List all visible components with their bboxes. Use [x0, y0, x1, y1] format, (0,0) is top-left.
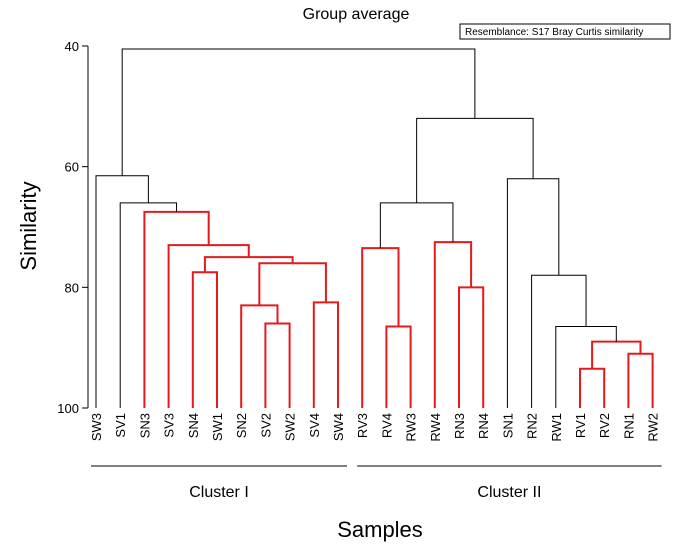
leaf-label: RV4 [379, 413, 394, 438]
dendrogram-link [95, 175, 149, 408]
leaf-label: SN4 [186, 413, 201, 438]
y-tick-label: 80 [65, 280, 79, 295]
y-tick-label: 60 [65, 160, 79, 175]
y-axis-title: Similarity [16, 181, 41, 270]
chart-title: Group average [303, 6, 410, 23]
dendrogram-link [531, 274, 587, 408]
dendrogram-link [258, 262, 327, 306]
leaf-label: SW3 [89, 413, 104, 441]
leaf-label: SV3 [162, 413, 177, 438]
leaf-label: SN1 [500, 413, 515, 438]
dendrogram-link [143, 210, 210, 408]
y-tick-label: 40 [65, 39, 79, 54]
leaf-label: RW3 [404, 413, 419, 442]
leaf-label: RN3 [452, 413, 467, 439]
annotation-box: Resemblance: S17 Bray Curtis similarity [459, 23, 671, 40]
leaf-label: RN1 [621, 413, 636, 439]
leaf-label: SW2 [283, 413, 298, 441]
dendrogram-link [416, 117, 534, 203]
dendrogram-link [312, 301, 339, 408]
dendrogram-link [167, 244, 250, 408]
dendrogram-link [579, 367, 606, 408]
cluster-groups: Cluster I Cluster II [91, 465, 662, 501]
leaf-label: SW4 [331, 413, 346, 441]
dendrogram-link [555, 326, 617, 408]
dendrogram-link [121, 48, 476, 176]
y-axis: 40 60 80 100 [57, 39, 89, 416]
dendrogram-link [264, 322, 291, 408]
leaf-label: SN3 [137, 413, 152, 438]
dendrogram-links [95, 48, 654, 408]
dendrogram-link [119, 202, 178, 408]
leaf-label: RV3 [355, 413, 370, 438]
dendrogram-link [191, 271, 218, 408]
dendrogram-link [203, 256, 294, 273]
annotation-text: Resemblance: S17 Bray Curtis similarity [465, 27, 643, 38]
dendrogram-link [385, 325, 412, 408]
leaf-label: SV2 [258, 413, 273, 438]
leaf-label: RV1 [573, 413, 588, 438]
leaf-labels: SW3 SV1 SN3 SV3 SN4 SW1 SN2 SV2 SW2 SV4 SW4 RV3 RV4 R… [89, 413, 661, 442]
leaf-label: SN2 [234, 413, 249, 438]
leaf-label: SV4 [307, 413, 322, 438]
y-tick-label: 100 [57, 401, 79, 416]
leaf-label: SW1 [210, 413, 225, 441]
leaf-label: RV2 [597, 413, 612, 438]
dendrogram-link [240, 304, 279, 408]
leaf-label: RW4 [428, 413, 443, 442]
x-axis-title: Samples [337, 517, 423, 542]
leaf-label: RN4 [476, 413, 491, 439]
cluster-label: Cluster II [477, 484, 541, 501]
leaf-label: RW2 [646, 413, 661, 442]
dendrogram-link [361, 247, 400, 408]
dendrogram-link [627, 352, 654, 408]
leaf-label: SV1 [113, 413, 128, 438]
dendrogram-link [458, 286, 485, 408]
dendrogram-link [433, 241, 473, 408]
leaf-label: RW1 [549, 413, 564, 442]
dendrogram-link [591, 340, 642, 369]
dendrogram-link [379, 202, 454, 249]
cluster-label: Cluster I [189, 484, 249, 501]
dendrogram-link [506, 178, 560, 408]
leaf-label: RN2 [525, 413, 540, 439]
